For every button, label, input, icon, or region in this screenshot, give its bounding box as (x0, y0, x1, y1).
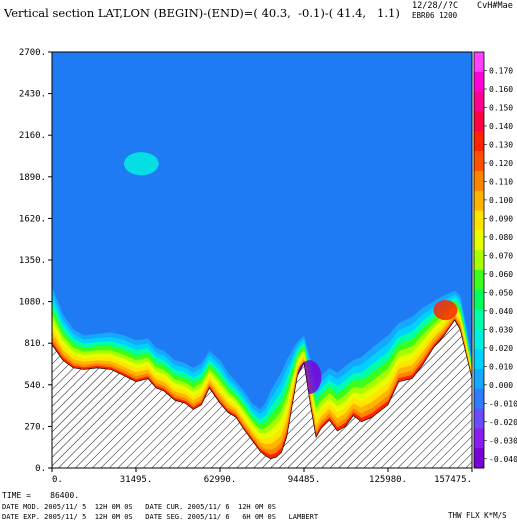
terrain (52, 319, 472, 468)
colorbar-segment (474, 309, 484, 330)
colorbar-tick-label: 0.020 (489, 344, 513, 353)
colorbar-segment (474, 369, 484, 390)
y-tick-label: 1080. (19, 298, 46, 308)
x-tick-label: 125980. (369, 475, 407, 485)
colorbar-tick-label: 0.010 (489, 362, 513, 371)
y-tick-label: 1620. (19, 214, 46, 224)
colorbar-segment (474, 388, 484, 410)
colorbar-tick-label: 0.150 (489, 103, 513, 112)
colorbar-tick-label: 0.140 (489, 122, 513, 131)
x-tick-label: 31495. (120, 475, 153, 485)
colorbar-segment (474, 111, 484, 132)
y-tick-label: 0. (35, 464, 46, 474)
colorbar-tick-label: 0.090 (489, 214, 513, 223)
colorbar-segment (474, 428, 484, 449)
colorbar-tick-label: 0.170 (489, 66, 513, 75)
footer-time: TIME = 86400. (2, 491, 80, 500)
colorbar-tick-label: 0.100 (489, 196, 513, 205)
y-tick-label: 810. (24, 339, 46, 349)
colorbar-tick-label: 0.130 (489, 140, 513, 149)
colorbar-segment (474, 349, 484, 370)
colorbar-segment (474, 190, 484, 211)
colorbar-segment (474, 210, 484, 231)
colorbar-tick-label: 0.160 (489, 85, 513, 94)
chart-title: Vertical section LAT,LON (BEGIN)-(END)=(… (4, 6, 400, 20)
x-tick-label: 62990. (204, 475, 237, 485)
plot-area (52, 52, 472, 468)
feature-positive-core (433, 300, 458, 321)
feature-high-level-plume (124, 152, 159, 176)
colorbar-segment (474, 52, 484, 73)
colorbar-tick-label: 0.060 (489, 270, 513, 279)
y-tick-label: 540. (24, 381, 46, 391)
colorbar-frame (473, 51, 485, 469)
footer-dates-line2: DATE EXP. 2005/11/ 5 12H 0M 0S DATE SEG.… (2, 513, 319, 521)
colorbar-tick-label: 0.080 (489, 233, 513, 242)
colorbar-segment (474, 170, 484, 192)
x-tick-label: 0. (52, 475, 63, 485)
y-tick-label: 1350. (19, 256, 46, 266)
y-tick-label: 1890. (19, 173, 46, 183)
colorbar-segment (474, 71, 484, 93)
axes: 0. 31495. 62990. 94485. 125980. 157475. 0. 270.… (19, 48, 473, 485)
x-tick-label: 94485. (288, 475, 321, 485)
stamp-user: CvH#Mae (477, 1, 513, 11)
colorbar-tick-label: -0.030 (489, 436, 517, 445)
y-tick-label: 2700. (19, 48, 46, 58)
colorbar-segment (474, 131, 484, 152)
colorbar-segment (474, 230, 484, 251)
footer-field-name: THW FLX K*M/S (448, 511, 507, 520)
stamp-date: 12/28//?C (412, 1, 459, 11)
colorbar-segment (474, 91, 484, 112)
y-tick-label: 2430. (19, 90, 46, 100)
colorbar-segment (474, 250, 484, 271)
colorbar-tick-label: -0.010 (489, 399, 517, 408)
footer-dates-line1: DATE MOD. 2005/11/ 5 12H 0M 0S DATE CUR.… (2, 503, 276, 511)
colorbar-tick-label: 0.070 (489, 251, 513, 260)
colorbar-segment (474, 448, 484, 469)
colorbar-segment (474, 408, 484, 429)
colorbar-tick-label: -0.020 (489, 418, 517, 427)
colorbar-segment (474, 151, 484, 172)
colorbar-tick-label: 0.050 (489, 288, 513, 297)
colorbar-tick-label: 0.000 (489, 381, 513, 390)
colorbar-tick-label: 0.030 (489, 325, 513, 334)
x-tick-label: 157475. (434, 475, 472, 485)
colorbar-segment (474, 269, 484, 291)
colorbar-tick-label: -0.040 (489, 455, 517, 464)
colorbar: 0.170 0.160 0.150 0.140 0.130 0.120 0.110 0.100… (473, 51, 517, 469)
colorbar-tick-label: 0.120 (489, 159, 513, 168)
colorbar-segment (474, 289, 484, 310)
stamp-run: EBR06 1200 (412, 11, 458, 20)
y-tick-label: 270. (24, 422, 46, 432)
colorbar-tick-label: 0.040 (489, 307, 513, 316)
y-tick-label: 2160. (19, 131, 46, 141)
colorbar-segment (474, 329, 484, 350)
colorbar-tick-label: 0.110 (489, 177, 513, 186)
